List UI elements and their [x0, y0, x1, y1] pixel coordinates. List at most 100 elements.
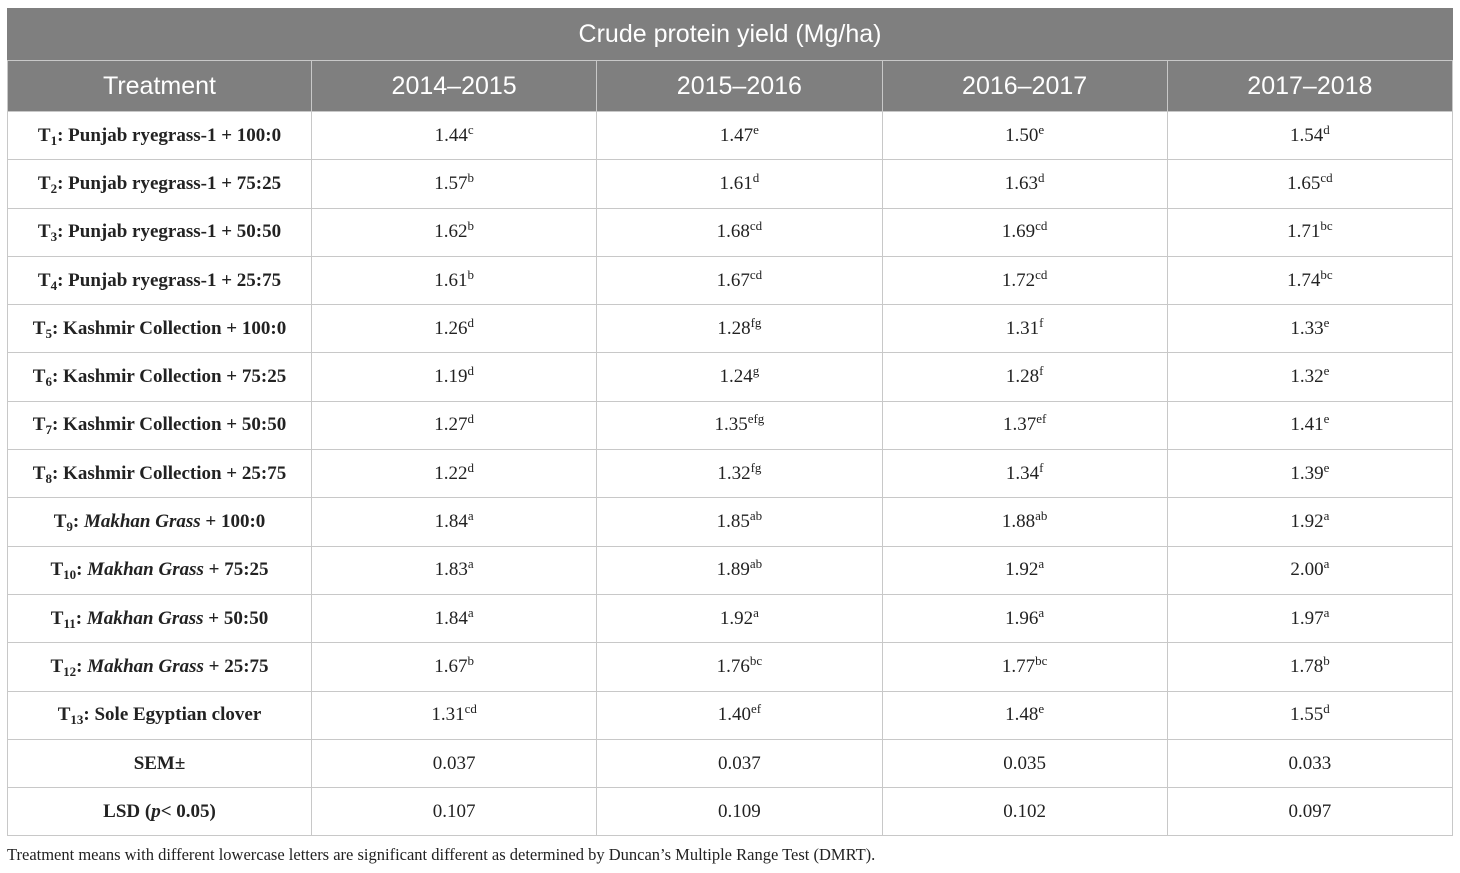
- table-row: T13: Sole Egyptian clover 1.31cd 1.40ef 1.4…: [7, 690, 1454, 740]
- value-cell: 1.89ab: [596, 545, 883, 595]
- significance-letter: e: [1323, 459, 1330, 475]
- value-cell: 1.24g: [596, 352, 883, 402]
- treatment-cell: T10: Makhan Grass + 75:25: [7, 545, 312, 595]
- value-cell: 1.47e: [596, 110, 883, 161]
- significance-letter: d: [467, 459, 475, 475]
- cell-value: 0.107: [432, 800, 476, 822]
- significance-letter: c: [467, 121, 474, 137]
- label-part: : Kashmir Collection + 75:25: [51, 366, 287, 388]
- cell-value: 1.84: [434, 511, 468, 533]
- significance-letter: bc: [1035, 652, 1048, 668]
- cell-value: 1.31: [1005, 317, 1040, 339]
- label-part: Makhan Grass: [83, 511, 201, 533]
- value-cell: 0.097: [1166, 787, 1454, 837]
- label-part: 11: [63, 615, 76, 631]
- label-part: T: [32, 414, 46, 436]
- label-part: :: [76, 559, 88, 581]
- cell-value: 0.037: [718, 752, 761, 774]
- cell-value: 1.76: [716, 655, 750, 677]
- cell-value: 1.28: [1005, 366, 1040, 388]
- cell-value: 1.78: [1290, 655, 1324, 677]
- significance-letter: d: [1323, 121, 1330, 137]
- cell-value: 1.28: [717, 317, 751, 339]
- cell-value: 1.57: [434, 172, 468, 194]
- label-part: T: [50, 607, 64, 629]
- significance-letter: b: [467, 266, 475, 282]
- value-cell: 1.26d: [310, 304, 598, 354]
- label-part: + 100:0: [200, 511, 266, 533]
- cell-value: 1.68: [716, 221, 750, 243]
- label-part: : Kashmir Collection + 50:50: [51, 414, 287, 436]
- label-part: 9: [66, 519, 73, 535]
- significance-letter: a: [1038, 556, 1045, 572]
- value-cell: 0.037: [596, 738, 883, 789]
- significance-letter: a: [467, 556, 474, 572]
- value-cell: 1.77bc: [881, 642, 1168, 692]
- significance-letter: f: [1039, 363, 1044, 379]
- significance-letter: fg: [750, 459, 762, 475]
- cell-value: 1.55: [1290, 704, 1324, 726]
- table-row: T4: Punjab ryegrass-1 + 25:75 1.61b 1.67cd…: [7, 255, 1454, 306]
- cell-value: 1.33: [1290, 317, 1324, 339]
- significance-letter: a: [1323, 508, 1330, 524]
- value-cell: 1.32e: [1166, 352, 1454, 402]
- value-cell: 2.00a: [1166, 545, 1454, 595]
- value-cell: 1.44c: [310, 110, 598, 161]
- table-row: T5: Kashmir Collection + 100:0 1.26d 1.28f…: [7, 304, 1454, 354]
- cell-value: 1.96: [1005, 607, 1039, 629]
- treatment-cell: T3: Punjab ryegrass-1 + 50:50: [7, 207, 312, 257]
- value-cell: 1.61d: [596, 159, 883, 209]
- significance-letter: cd: [1320, 169, 1333, 185]
- value-cell: 1.71bc: [1166, 207, 1454, 257]
- table-row: T9: Makhan Grass + 100:0 1.84a 1.85ab 1.88a…: [7, 497, 1454, 547]
- value-cell: 1.31f: [881, 304, 1168, 354]
- table-row: T8: Kashmir Collection + 25:75 1.22d 1.32f…: [7, 449, 1454, 499]
- value-cell: 1.34f: [881, 449, 1168, 499]
- title-row: Crude protein yield (Mg/ha): [7, 8, 1453, 61]
- significance-letter: e: [1038, 701, 1045, 717]
- treatment-cell: T4: Punjab ryegrass-1 + 25:75: [7, 255, 312, 306]
- value-cell: 1.28fg: [596, 304, 883, 354]
- value-cell: 1.67b: [310, 642, 598, 692]
- value-cell: 1.72cd: [881, 255, 1168, 306]
- value-cell: 1.61b: [310, 255, 598, 306]
- cell-value: 0.035: [1003, 752, 1046, 774]
- cell-value: 1.62: [434, 221, 468, 243]
- header-row: Treatment 2014–2015 2015–2016 2016–2017 2017…: [7, 60, 1454, 112]
- value-cell: 1.41e: [1166, 400, 1454, 451]
- column-header: 2015–2016: [596, 60, 883, 112]
- label-part: + 25:75: [203, 655, 269, 677]
- cell-value: 1.50: [1005, 124, 1039, 146]
- significance-letter: b: [467, 652, 475, 668]
- table-row: T10: Makhan Grass + 75:25 1.83a 1.89ab 1.92…: [7, 545, 1454, 595]
- cell-value: 1.31: [431, 704, 465, 726]
- cell-value: 1.48: [1005, 704, 1039, 726]
- significance-letter: cd: [749, 266, 763, 282]
- significance-letter: e: [753, 121, 759, 137]
- value-cell: 1.92a: [881, 545, 1168, 595]
- table-row: T1: Punjab ryegrass-1 + 100:0 1.44c 1.47e 1…: [7, 110, 1454, 161]
- table-body: T1: Punjab ryegrass-1 + 100:0 1.44c 1.47e 1…: [7, 110, 1454, 837]
- value-cell: 1.33e: [1166, 304, 1454, 354]
- significance-letter: b: [467, 169, 475, 185]
- value-cell: 1.65cd: [1166, 159, 1454, 209]
- cell-value: 1.44: [434, 124, 468, 146]
- value-cell: 0.037: [310, 738, 598, 789]
- column-header: 2016–2017: [881, 60, 1168, 112]
- treatment-cell: T7: Kashmir Collection + 50:50: [7, 400, 312, 451]
- value-cell: 1.84a: [310, 593, 598, 644]
- value-cell: 1.40ef: [596, 690, 883, 740]
- cell-value: 1.83: [434, 559, 468, 581]
- cell-value: 1.65: [1287, 172, 1321, 194]
- cell-value: 1.26: [434, 317, 468, 339]
- cell-value: 1.61: [719, 172, 753, 194]
- label-part: T: [32, 317, 46, 339]
- label-part: 4: [50, 277, 58, 293]
- column-header: 2017–2018: [1166, 60, 1454, 112]
- table-row: T2: Punjab ryegrass-1 + 75:25 1.57b 1.61d 1…: [7, 159, 1454, 209]
- cell-value: 1.92: [1005, 559, 1039, 581]
- significance-letter: cd: [1035, 266, 1048, 282]
- value-cell: 1.85ab: [596, 497, 883, 547]
- label-part: T: [37, 172, 51, 194]
- value-cell: 1.39e: [1166, 449, 1454, 499]
